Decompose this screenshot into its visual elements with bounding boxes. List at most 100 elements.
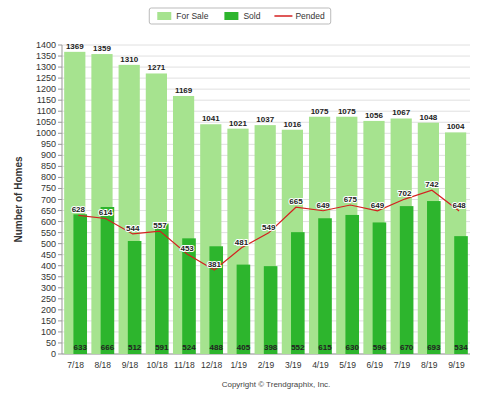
data-label: 665 xyxy=(289,197,303,206)
y-tick xyxy=(58,155,62,156)
bar xyxy=(155,224,169,354)
data-label: 693 xyxy=(427,343,441,352)
x-tick-label: 11/18 xyxy=(174,360,195,370)
bar xyxy=(318,218,332,354)
x-tick-label: 8/19 xyxy=(421,360,438,370)
y-tick xyxy=(58,354,62,355)
marks xyxy=(64,52,468,354)
legend-item: Pended xyxy=(274,11,325,21)
x-tick-label: 3/19 xyxy=(285,360,302,370)
y-tick-label: 1100 xyxy=(37,106,56,116)
legend-label: Pended xyxy=(295,11,325,21)
y-tick-label: 700 xyxy=(41,195,56,205)
bar xyxy=(291,232,305,354)
y-tick-label: 300 xyxy=(41,283,56,293)
y-axis-label: Number of Homes xyxy=(13,156,24,243)
y-tick-label: 750 xyxy=(41,183,56,193)
y-tick-label: 200 xyxy=(41,305,56,315)
legend-swatch xyxy=(224,12,238,20)
x-tick-label: 7/19 xyxy=(394,360,411,370)
y-tick xyxy=(58,265,62,266)
y-tick xyxy=(58,89,62,90)
data-label: 405 xyxy=(237,343,251,352)
data-label: 1271 xyxy=(147,63,165,72)
data-label: 549 xyxy=(262,223,276,232)
data-label: 557 xyxy=(153,221,167,230)
data-label: 1021 xyxy=(229,119,247,128)
y-tick xyxy=(58,166,62,167)
y-tick xyxy=(58,320,62,321)
y-tick xyxy=(58,122,62,123)
data-labels: 1369135913101271116910411021103710161075… xyxy=(66,42,468,352)
data-label: 1310 xyxy=(120,55,138,64)
data-label: 1004 xyxy=(447,122,465,131)
y-tick-label: 1150 xyxy=(37,95,56,105)
grid-line xyxy=(62,45,470,46)
data-label: 1369 xyxy=(66,42,84,51)
data-label: 614 xyxy=(99,208,113,217)
x-tick-label: 4/19 xyxy=(312,360,329,370)
y-tick xyxy=(58,287,62,288)
y-tick-label: 650 xyxy=(41,206,56,216)
data-label: 1037 xyxy=(256,115,274,124)
grid: 0501001502002503003504004505005506006507… xyxy=(36,40,470,359)
x-tick-label: 9/18 xyxy=(122,360,139,370)
y-tick-label: 350 xyxy=(41,272,56,282)
y-tick xyxy=(58,188,62,189)
y-tick xyxy=(58,78,62,79)
y-tick-label: 500 xyxy=(41,239,56,249)
data-label: 702 xyxy=(398,189,412,198)
y-tick-label: 250 xyxy=(41,294,56,304)
data-label: 648 xyxy=(452,201,466,210)
data-label: 552 xyxy=(291,343,305,352)
y-tick-label: 850 xyxy=(41,161,56,171)
data-label: 615 xyxy=(318,343,332,352)
y-tick xyxy=(58,210,62,211)
x-tick-label: 1/19 xyxy=(231,360,248,370)
y-tick xyxy=(58,331,62,332)
bar xyxy=(345,215,359,354)
bar xyxy=(454,236,468,354)
data-label: 666 xyxy=(101,343,115,352)
x-tick-label: 12/18 xyxy=(201,360,223,370)
legend: For SaleSoldPended xyxy=(149,8,330,24)
data-label: 512 xyxy=(128,343,142,352)
data-label: 481 xyxy=(235,238,249,247)
data-label: 544 xyxy=(126,224,140,233)
data-label: 1016 xyxy=(283,120,301,129)
data-label: 453 xyxy=(180,244,194,253)
bar xyxy=(400,206,414,354)
legend-swatch xyxy=(157,12,171,20)
data-label: 630 xyxy=(346,343,360,352)
bar xyxy=(237,265,251,354)
y-tick xyxy=(58,298,62,299)
y-tick-label: 100 xyxy=(41,327,56,337)
x-tick-label: 9/19 xyxy=(448,360,465,370)
y-tick-label: 1000 xyxy=(36,128,56,138)
line xyxy=(78,190,459,270)
data-label: 670 xyxy=(400,343,414,352)
data-label: 628 xyxy=(72,205,86,214)
y-tick-label: 800 xyxy=(41,172,56,182)
y-tick-label: 600 xyxy=(41,217,56,227)
x-tick-label: 2/19 xyxy=(258,360,275,370)
data-label: 1075 xyxy=(338,107,356,116)
y-tick xyxy=(58,133,62,134)
y-tick xyxy=(58,177,62,178)
data-label: 534 xyxy=(454,343,468,352)
x-tick-label: 6/19 xyxy=(367,360,384,370)
y-tick xyxy=(58,67,62,68)
data-label: 1359 xyxy=(93,44,111,53)
legend-label: Sold xyxy=(243,11,260,21)
data-label: 1056 xyxy=(365,111,383,120)
y-tick-label: 450 xyxy=(41,250,56,260)
y-tick xyxy=(58,45,62,46)
bar xyxy=(373,222,387,354)
y-tick-label: 950 xyxy=(41,139,56,149)
y-tick-label: 550 xyxy=(41,228,56,238)
data-label: 591 xyxy=(155,343,169,352)
data-label: 1067 xyxy=(392,108,410,117)
bar xyxy=(73,214,87,354)
y-tick-label: 0 xyxy=(51,349,56,359)
data-label: 524 xyxy=(182,343,196,352)
